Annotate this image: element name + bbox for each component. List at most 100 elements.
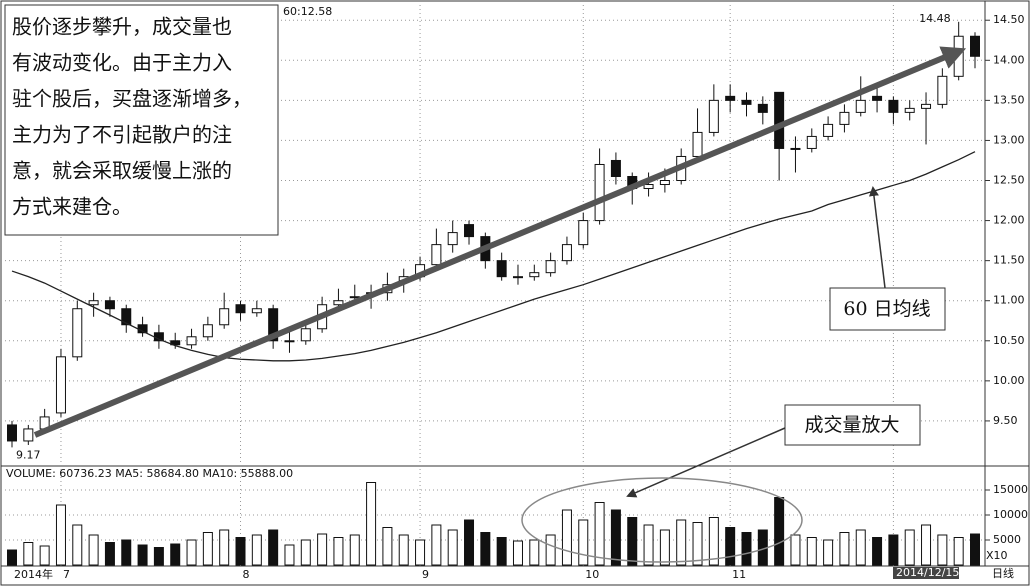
volume-bar [202,532,213,566]
y-tick-label: 10.00 [993,374,1025,387]
volume-bar [953,537,964,566]
candle-body [888,99,899,113]
note-line: 方式来建仓。 [12,195,132,219]
y-tick-label: 10000 [993,508,1028,521]
highlight-ellipse [521,477,803,563]
candle-body [447,232,458,246]
volume-bar [627,517,638,566]
volume-bar [561,509,572,566]
volume-bar [88,534,99,566]
note-line: 主力为了不引起散户的注 [12,123,232,147]
candle-body [235,304,246,314]
high-label: 14.48 [919,12,951,25]
x-tick-label: 9 [422,568,429,581]
volume-bar [708,517,719,566]
candle-body [855,99,866,113]
volume-title: VOLUME: 60736.23 MA5: 58684.80 MA10: 558… [6,467,293,480]
candle-body [529,272,540,278]
candle-body [55,356,66,414]
y-tick-label: 13.50 [993,93,1025,106]
y-tick-label: 10.50 [993,334,1025,347]
volume-bar [741,532,752,566]
volume-bar [578,519,589,566]
volume-bar [512,540,523,566]
candle-body [512,276,523,279]
volume-bar [790,534,801,566]
candle-body [725,95,736,101]
volume-bar [496,537,507,566]
volume-bar [725,527,736,566]
volume-bar [121,539,132,566]
candle-body [333,300,344,306]
note-line: 意，就会采取缓慢上涨的 [12,159,232,183]
volume-bar [480,532,491,566]
y-tick-label: 9.50 [993,414,1018,427]
y-tick-label: 14.00 [993,53,1025,66]
volume-bar [937,534,948,566]
volume-bar [170,543,181,566]
trend-arrow [33,46,967,438]
volume-bar [55,504,66,566]
candle-body [741,99,752,105]
callout-arrow [626,427,786,498]
volume-bar [39,545,50,566]
y-tick-label: 12.00 [993,214,1025,227]
candle-body [88,300,99,306]
candle-body [251,308,262,314]
volume-bar [72,524,83,566]
y-tick-label: 13.00 [993,133,1025,146]
volume-bar [529,539,540,566]
volume-bar [970,533,980,566]
candle-body [496,260,507,278]
candle-body [300,328,311,342]
x-tick-label: 8 [243,568,250,581]
callout-box [829,287,946,331]
candle-body [578,220,589,246]
x-tick-label: 11 [732,568,746,581]
volume-bar [333,537,344,566]
candle-body [349,296,360,299]
volume-bar [659,529,670,566]
candle-body [23,428,34,442]
volume-bar [872,537,883,566]
volume-bar [774,497,785,566]
y-tick-label: 14.50 [993,13,1025,26]
volume-bar [219,529,230,566]
scale-label: X10 [986,549,1008,562]
volume-bar [398,534,409,566]
candle-body [594,163,605,222]
volume-bar [545,534,556,566]
candle-body [708,99,719,133]
volume-bar [676,519,687,566]
period-label: 日线 [992,566,1014,580]
volume-bar [431,524,442,566]
candle-body [561,244,572,262]
ma-line [11,151,976,362]
candle-body [806,135,817,149]
candle-body [186,336,197,346]
candle-body [692,131,703,157]
note-line: 有波动变化。由于主力入 [12,51,232,75]
candle-body [970,35,980,57]
note-line: 股价逐步攀升，成交量也 [12,15,232,39]
candle-body [921,103,932,109]
candle-body [121,308,132,326]
note-box [4,4,279,236]
volume-bar [284,544,295,566]
volume-bar [447,529,458,566]
candle-body [7,424,17,442]
volume-bar [610,509,621,566]
volume-bar [317,533,328,566]
volume-bar [594,502,605,566]
candle-body [790,147,801,150]
volume-bar [7,549,17,566]
callout-ma60: 60 日均线 [843,298,930,320]
volume-bar [855,529,866,566]
y-tick-label: 12.50 [993,174,1025,187]
volume-bar [692,522,703,566]
volume-bar [268,529,279,566]
x-tick-label: 10 [585,568,599,581]
volume-bar [104,542,115,566]
